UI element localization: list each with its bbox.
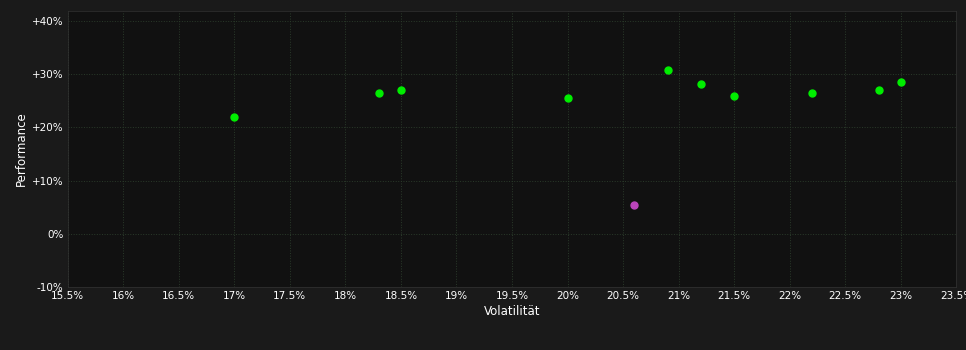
Point [393,88,409,93]
Point [894,79,909,85]
Y-axis label: Performance: Performance [14,111,28,186]
Point [694,81,709,87]
Point [805,90,820,96]
Point [227,114,242,120]
Point [871,88,887,93]
Point [371,90,386,96]
Point [560,96,576,101]
Point [627,202,642,208]
X-axis label: Volatilität: Volatilität [484,305,540,318]
Point [660,67,675,73]
Point [726,93,742,98]
